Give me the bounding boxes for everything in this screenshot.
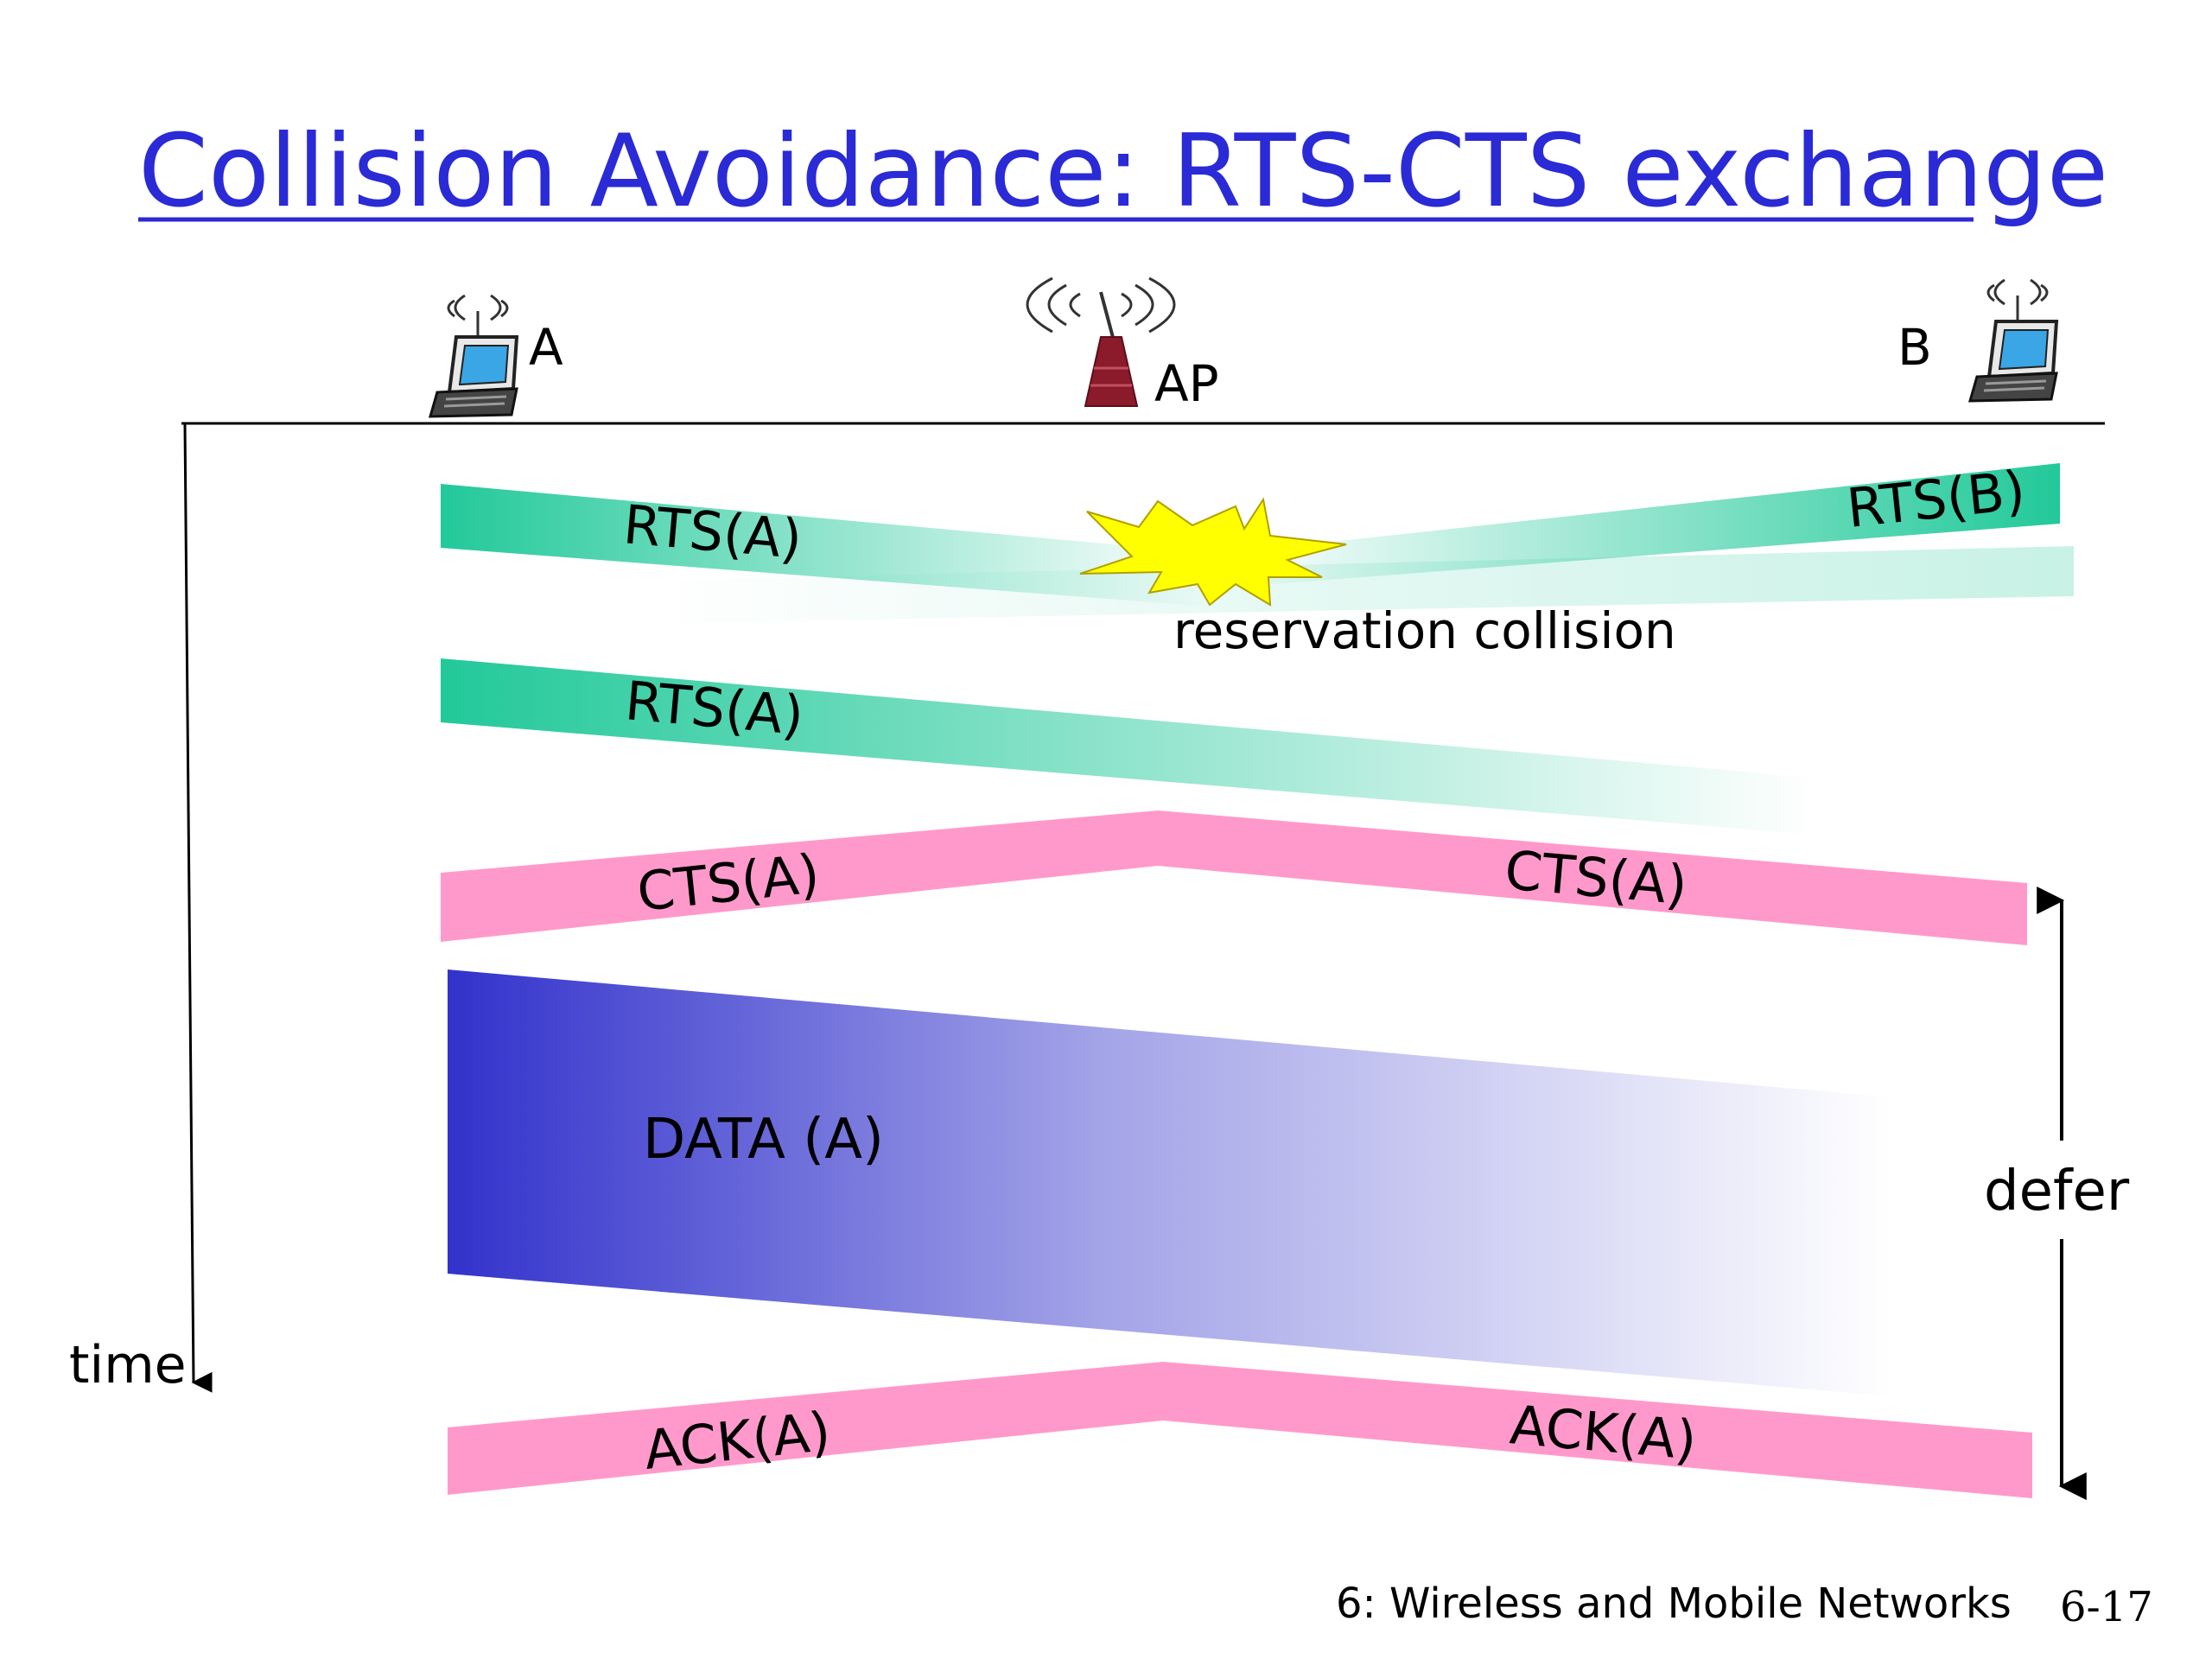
- data-a-label: DATA (A): [643, 1108, 884, 1172]
- defer-label: defer: [1984, 1160, 2130, 1224]
- ack-a-band: [448, 1362, 2032, 1498]
- node-ap-label: AP: [1154, 354, 1219, 413]
- rts-a-second-band: [441, 658, 1815, 835]
- laptop-icon: [428, 294, 519, 418]
- time-axis: [183, 423, 213, 1393]
- cts-a-band: [441, 810, 2027, 945]
- antenna-tower-icon: [1026, 276, 1176, 407]
- footer-chapter: 6: Wireless and Mobile Networks: [1336, 1580, 2012, 1628]
- radio-waves-icon: [1986, 278, 2049, 306]
- rts-b-fade: [641, 546, 2074, 624]
- rts-a-first-label: RTS(A): [621, 493, 804, 571]
- slide-title: Collision Avoidance: RTS-CTS exchange: [138, 113, 2108, 230]
- laptop-icon: [1967, 278, 2059, 403]
- data-a-band: [448, 969, 1892, 1396]
- rts-a-first-band: [441, 484, 1210, 607]
- node-b-label: B: [1897, 318, 1932, 377]
- radio-waves-icon: [447, 294, 509, 321]
- rts-b-band: [1227, 463, 2060, 588]
- radio-waves-icon: [1026, 276, 1176, 334]
- node-a-label: A: [529, 318, 563, 377]
- footer-page-number: 6-17: [2060, 1583, 2153, 1631]
- collision-burst-icon: [1079, 497, 1347, 607]
- cts-a-right-label: CTS(A): [1503, 838, 1690, 917]
- time-label: time: [69, 1335, 187, 1395]
- collision-label: reservation collision: [1173, 601, 1676, 660]
- rts-a-second-label: RTS(A): [623, 669, 806, 747]
